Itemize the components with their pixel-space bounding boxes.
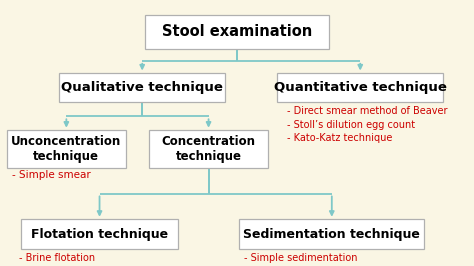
- Text: Unconcentration
technique: Unconcentration technique: [11, 135, 121, 163]
- Text: - Simple smear: - Simple smear: [12, 170, 91, 180]
- Text: Quantitative technique: Quantitative technique: [274, 81, 447, 94]
- FancyBboxPatch shape: [277, 73, 443, 102]
- Text: - Direct smear method of Beaver
- Stoll’s dilution egg count
- Kato-Katz techniq: - Direct smear method of Beaver - Stoll’…: [287, 106, 447, 143]
- Text: Stool examination: Stool examination: [162, 24, 312, 39]
- FancyBboxPatch shape: [21, 219, 178, 249]
- FancyBboxPatch shape: [145, 15, 329, 48]
- Text: - Brine flotation
- Sugar flotation
- Zinc-sulfate flotation: - Brine flotation - Sugar flotation - Zi…: [19, 253, 127, 266]
- Text: Qualitative technique: Qualitative technique: [61, 81, 223, 94]
- Text: Sedimentation technique: Sedimentation technique: [243, 228, 420, 240]
- FancyBboxPatch shape: [59, 73, 225, 102]
- FancyBboxPatch shape: [7, 130, 126, 168]
- FancyBboxPatch shape: [239, 219, 424, 249]
- Text: Concentration
technique: Concentration technique: [162, 135, 255, 163]
- Text: Flotation technique: Flotation technique: [31, 228, 168, 240]
- Text: - Simple sedimentation
- Centrifugal sedimentation
- Formalin-ether concentratio: - Simple sedimentation - Centrifugal sed…: [244, 253, 446, 266]
- FancyBboxPatch shape: [149, 130, 268, 168]
